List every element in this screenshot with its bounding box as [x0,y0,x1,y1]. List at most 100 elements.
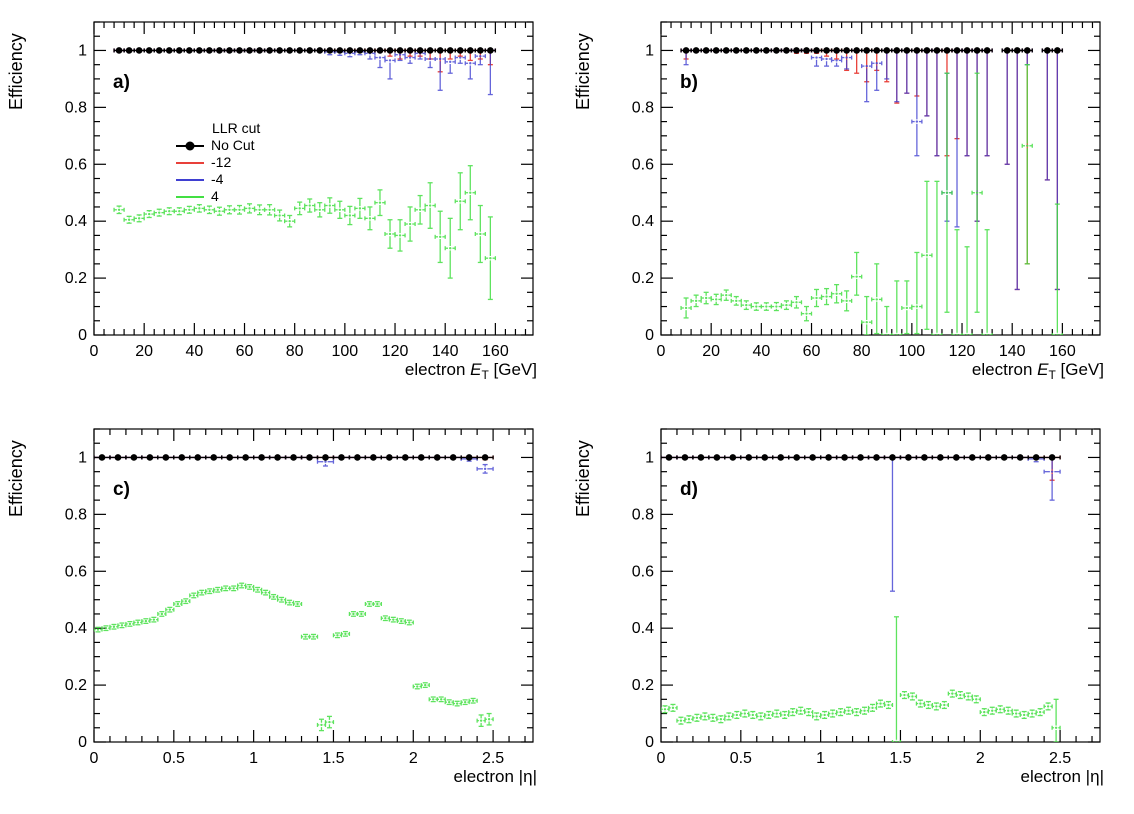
y-tick-label: 0.6 [632,156,654,173]
series-p4 [113,165,497,301]
y-tick-label: 1 [78,42,87,59]
tick-labels: 0 0.5 1 1.5 2 2.5 0 0.2 0.4 0.6 0.8 1 [632,449,1072,767]
series-p4 [661,616,1061,742]
y-tick-label: 0 [78,327,87,344]
y-tick-label: 0.4 [65,620,87,637]
legend-title: LLR cut [212,120,261,136]
y-tick-label: 0.4 [65,213,87,230]
x-tick-label: 2.5 [482,750,504,767]
y-tick-label: 0.6 [632,563,654,580]
x-title-part: E [1037,360,1049,379]
x-tick-label: 60 [236,343,254,360]
legend-box: LLR cut No Cut -12 -4 4 [176,120,260,205]
x-tick-label: 1 [249,750,258,767]
x-tick-label: 0.5 [730,750,752,767]
series-no_cut [94,454,494,461]
x-title-part: T [1048,368,1056,382]
y-tick-label: 0 [645,734,654,751]
x-title-part: η [523,767,533,786]
x-tick-label: 1.5 [889,750,911,767]
legend-label: 4 [211,188,219,204]
series-no_cut [113,47,497,54]
series-m4 [661,455,1061,592]
x-tick-label: 40 [752,343,770,360]
legend-rows: No Cut -12 -4 4 [176,137,260,205]
x-title-part: | [1099,767,1104,786]
plot-area-a: 0 20 40 60 80 100 120 140 160 0 0.2 0.4 0.6 0.8 1 a) [65,21,534,360]
tick-labels: 0 20 40 60 80 100 120 140 160 0 0.2 0.4 0.6 0.8 1 [65,42,509,360]
y-tick-label: 0.8 [632,99,654,116]
x-tick-label: 1 [816,750,825,767]
y-tick-label: 0.2 [632,677,654,694]
y-tick-label: 0.6 [65,563,87,580]
x-title-part: electron | [453,767,524,786]
panel-c: 0 0.5 1 1.5 2 2.5 0 0.2 0.4 0.6 0.8 1 c) Efficiency … [0,407,567,814]
legend-item-m12: -12 [176,154,260,171]
x-axis-title-c: electron |η| [453,767,537,787]
series-m12 [680,48,1064,291]
y-tick-label: 0.6 [65,156,87,173]
legend-label: -12 [211,154,232,170]
legend-swatch-no_cut-line [176,141,204,150]
y-tick-label: 0.8 [632,506,654,523]
x-title-part: [GeV] [488,360,537,379]
x-tick-label: 0 [657,750,666,767]
axes [660,21,1101,336]
x-title-part: | [532,767,537,786]
legend-marker-dot [185,141,195,150]
y-tick-label: 1 [645,42,654,59]
series-no_cut [661,454,1061,461]
x-tick-label: 0 [657,343,666,360]
x-tick-label: 100 [899,343,926,360]
tick-labels: 0 0.5 1 1.5 2 2.5 0 0.2 0.4 0.6 0.8 1 [65,449,505,767]
x-tick-label: 140 [999,343,1026,360]
x-tick-label: 40 [185,343,203,360]
x-title-part: T [481,368,489,382]
x-tick-label: 100 [332,343,359,360]
legend-swatch-m4-line [176,178,204,181]
x-tick-label: 1.5 [322,750,344,767]
x-tick-label: 80 [286,343,304,360]
plot-area-d: 0 0.5 1 1.5 2 2.5 0 0.2 0.4 0.6 0.8 1 d) [632,428,1101,767]
y-tick-label: 1 [645,449,654,466]
plot-area-c: 0 0.5 1 1.5 2 2.5 0 0.2 0.4 0.6 0.8 1 c) [65,428,534,767]
panel-letter: b) [680,72,698,93]
series-m4 [680,48,1064,291]
x-title-part: E [470,360,482,379]
y-axis-title-b: Efficiency [573,33,593,110]
series-no_cut [680,47,1064,54]
y-axis-title-a: Efficiency [6,33,26,110]
y-tick-label: 0 [645,327,654,344]
panel-d: 0 0.5 1 1.5 2 2.5 0 0.2 0.4 0.6 0.8 1 d) Efficiency … [567,407,1134,814]
x-tick-label: 160 [1049,343,1076,360]
y-tick-label: 0.2 [65,677,87,694]
x-tick-label: 20 [135,343,153,360]
panel-letter: c) [113,479,130,500]
x-title-part: [GeV] [1055,360,1104,379]
panel-letter: d) [680,479,698,500]
legend-swatch-p4-line [176,195,204,198]
x-tick-label: 160 [482,343,509,360]
y-tick-label: 0.2 [65,270,87,287]
y-tick-label: 0.2 [632,270,654,287]
x-title-part: η [1090,767,1100,786]
axes [660,428,1101,743]
x-tick-label: 2 [976,750,985,767]
x-title-part: electron [971,360,1038,379]
y-tick-label: 0.8 [65,506,87,523]
legend-label: -4 [211,171,224,187]
y-tick-label: 0.4 [632,620,654,637]
y-tick-label: 0 [78,734,87,751]
series-p4 [94,582,494,732]
x-tick-label: 0.5 [163,750,185,767]
tick-labels: 0 20 40 60 80 100 120 140 160 0 0.2 0.4 0.6 0.8 1 [632,42,1076,360]
y-axis-title-d: Efficiency [573,440,593,517]
x-axis-title-b: electron ET [GeV] [972,360,1104,382]
x-tick-label: 120 [949,343,976,360]
x-tick-label: 2 [409,750,418,767]
legend-item-no_cut: No Cut [176,137,260,154]
x-title-part: electron [404,360,471,379]
panel-b: 0 20 40 60 80 100 120 140 160 0 0.2 0.4 0.6 0.8 1 b) Ef… [567,0,1134,407]
x-title-part: electron | [1020,767,1091,786]
